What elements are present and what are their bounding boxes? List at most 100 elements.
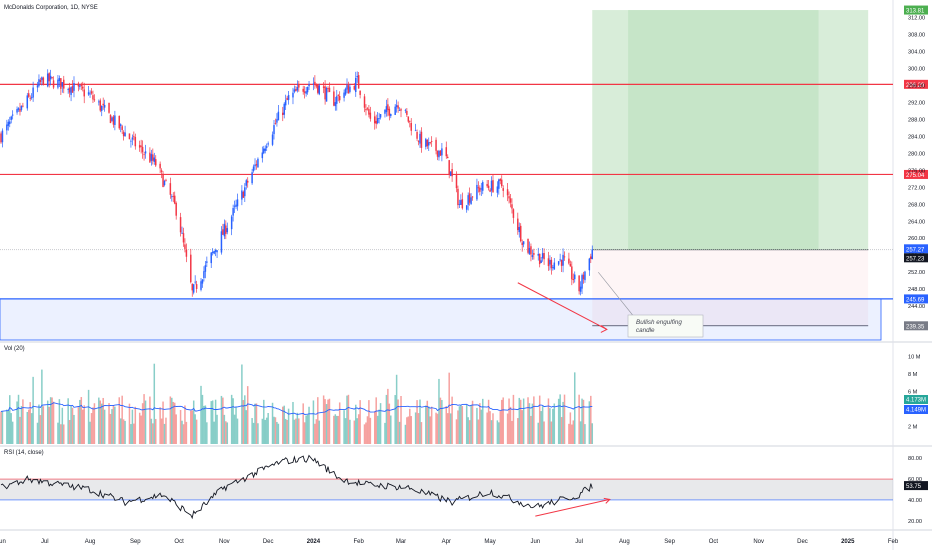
candle-body — [201, 279, 204, 284]
volume-bar — [409, 408, 411, 444]
candle-body — [92, 95, 94, 100]
volume-bar — [130, 424, 132, 444]
volume-bar — [265, 417, 268, 444]
volume-bar — [400, 396, 402, 444]
price-tick-label: 300.00 — [908, 67, 925, 73]
volume-bar — [214, 399, 217, 444]
candle-body — [102, 103, 104, 106]
candle-body — [465, 205, 468, 210]
candle-body — [458, 204, 461, 205]
volume-bar — [384, 422, 386, 444]
candle-body — [71, 86, 74, 93]
volume-value-label-bg — [904, 405, 928, 414]
candle-body — [368, 109, 370, 115]
volume-bar — [27, 409, 30, 444]
volume-bar — [425, 405, 427, 444]
candle-body — [93, 99, 96, 101]
volume-bar — [276, 421, 278, 444]
candle-body — [160, 170, 163, 172]
volume-tick-label: 8 M — [908, 372, 918, 378]
candle-body — [588, 258, 591, 271]
candle-body — [295, 89, 297, 92]
volume-bar — [169, 396, 172, 444]
candle-body — [49, 75, 52, 80]
candle-body — [38, 79, 40, 86]
candle-body — [226, 228, 229, 233]
candle-body — [264, 148, 266, 151]
volume-bar — [68, 419, 71, 444]
candle-body — [232, 208, 234, 216]
candle-body — [578, 275, 580, 292]
x-tick-label: Feb — [888, 539, 899, 545]
x-tick-label: 2025 — [841, 539, 855, 545]
support-zone — [0, 298, 882, 341]
x-tick-label: Dec — [263, 539, 274, 545]
candle-body — [246, 180, 249, 183]
volume-bar — [441, 400, 443, 444]
candle-body — [499, 178, 502, 181]
candle-body — [552, 267, 554, 268]
candle-body — [373, 116, 376, 124]
candle-body — [68, 87, 71, 93]
candle-body — [347, 85, 350, 94]
candle-body — [220, 231, 223, 253]
volume-bar — [346, 395, 348, 444]
volume-bar — [486, 412, 488, 444]
volume-bar — [338, 402, 341, 444]
volume-bar — [184, 405, 186, 444]
volume-bar — [359, 400, 361, 444]
volume-bar — [461, 406, 464, 444]
candle-body — [543, 253, 545, 260]
volume-bar — [149, 396, 151, 444]
candle-body — [477, 187, 480, 189]
volume-bar — [216, 414, 218, 444]
candle-body — [461, 199, 464, 209]
candle-body — [325, 87, 328, 102]
candle-body — [255, 164, 258, 166]
volume-bar — [369, 417, 372, 444]
volume-bar — [394, 395, 396, 444]
candle-body — [175, 202, 177, 216]
candle-body — [428, 142, 430, 146]
candle-body — [257, 158, 259, 168]
price-tick-label: 304.00 — [908, 50, 925, 56]
volume-bar — [343, 410, 345, 444]
volume-bar — [223, 414, 226, 444]
volume-bar — [141, 403, 144, 444]
volume-bar — [518, 397, 521, 444]
candle-body — [265, 146, 268, 148]
volume-bar — [455, 419, 458, 444]
volume-bar — [160, 418, 163, 444]
volume-bar — [52, 401, 55, 444]
volume-bar — [479, 403, 481, 444]
price-tick-label: 288.00 — [908, 117, 925, 123]
volume-bar — [435, 412, 437, 444]
rsi-trendline-arrowhead — [603, 497, 611, 504]
volume-bar — [226, 422, 229, 444]
volume-bar — [511, 420, 513, 444]
candle-body — [277, 111, 280, 121]
candle-body — [171, 196, 173, 198]
candle-body — [181, 232, 183, 234]
volume-bar — [502, 397, 504, 444]
candle-body — [1, 130, 4, 143]
volume-bar — [295, 418, 297, 444]
candle-body — [519, 225, 522, 242]
volume-bar — [173, 402, 176, 444]
candle-body — [343, 92, 345, 98]
candle-body — [273, 125, 275, 135]
volume-bar — [286, 419, 288, 444]
volume-bar — [446, 413, 449, 444]
volume-bar — [449, 413, 452, 444]
candle-body — [334, 102, 337, 107]
volume-bar — [451, 396, 453, 444]
candle-body — [560, 259, 563, 266]
candle-body — [441, 148, 443, 156]
candle-body — [550, 259, 553, 269]
volume-bar — [190, 410, 192, 444]
candle-body — [549, 259, 551, 265]
volume-bar — [549, 408, 551, 444]
volume-bar — [347, 394, 350, 444]
volume-bar — [257, 423, 259, 444]
